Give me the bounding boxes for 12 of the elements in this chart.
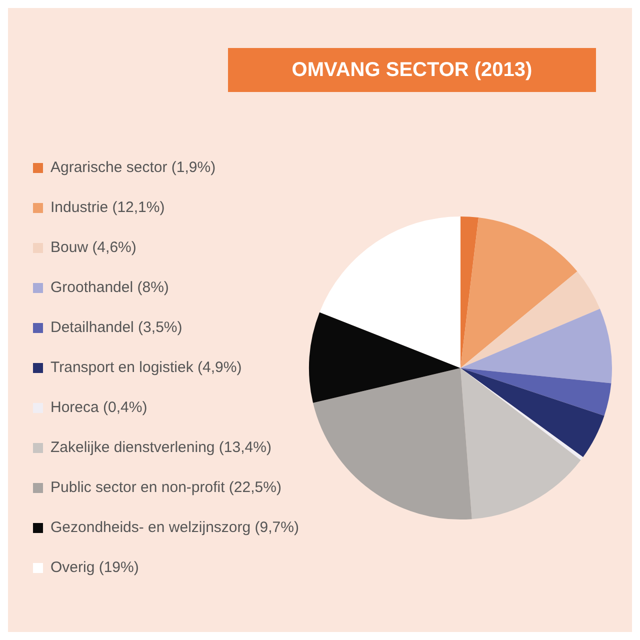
legend-label: Horeca (0,4%) [50,399,148,416]
legend-label: Detailhandel (3,5%) [50,319,182,336]
legend-label: Transport en logistiek (4,9%) [50,359,242,376]
legend-label: Gezondheids- en welzijnszorg (9,7%) [50,519,299,536]
legend-label: Agrarische sector (1,9%) [50,159,216,176]
chart-title: OMVANG SECTOR (2013) [228,48,596,92]
legend-label: Groothandel (8%) [50,279,169,296]
legend-label: Public sector en non-profit (22,5%) [50,479,282,496]
legend-label: Bouw (4,6%) [50,239,136,256]
legend-label: Overig (19%) [50,559,139,576]
legend-label: Zakelijke dienstverlening (13,4%) [50,439,272,456]
legend-label: Industrie (12,1%) [50,199,165,216]
